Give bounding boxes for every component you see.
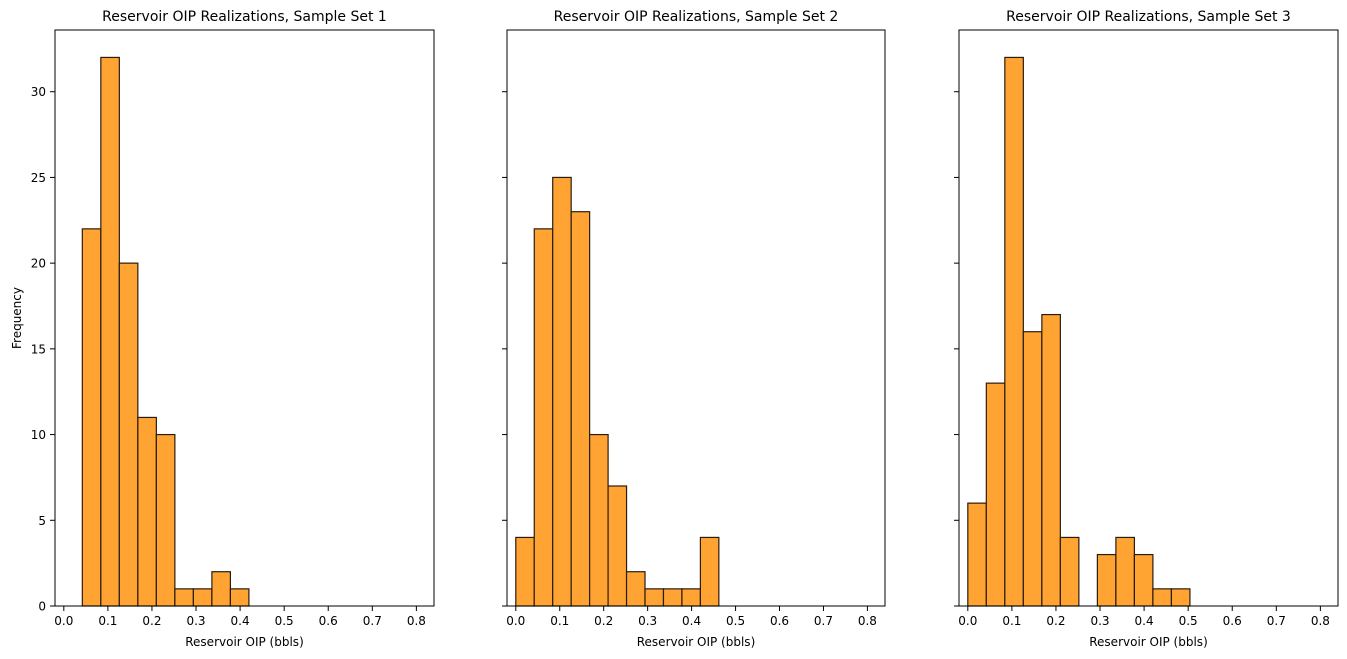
y-tick-label: 10 — [31, 428, 46, 442]
chart-title: Reservoir OIP Realizations, Sample Set 1 — [102, 9, 387, 25]
x-tick-label: 0.5 — [1179, 614, 1198, 628]
histogram-bar — [81, 228, 102, 607]
histogram-bar — [515, 536, 535, 607]
x-tick-label: 0.8 — [858, 614, 877, 628]
x-tick-label: 0.8 — [407, 614, 426, 628]
histogram-bar — [174, 588, 194, 607]
histogram-bar — [681, 588, 701, 607]
histogram-bar — [1004, 56, 1024, 607]
x-tick-label: 0.3 — [1090, 614, 1109, 628]
x-axis-label: Reservoir OIP (bbls) — [185, 635, 304, 649]
histogram-bar — [662, 588, 683, 607]
y-tick-label: 15 — [31, 342, 46, 356]
x-tick-label: 0.1 — [1002, 614, 1021, 628]
x-tick-label: 0.7 — [814, 614, 833, 628]
histogram-bar — [1022, 331, 1043, 607]
x-tick-label: 0.5 — [726, 614, 745, 628]
histogram-bar — [100, 56, 120, 607]
histogram-bar — [211, 571, 231, 607]
x-tick-label: 0.8 — [1311, 614, 1330, 628]
histogram-bar — [607, 485, 628, 607]
x-tick-label: 0.2 — [142, 614, 161, 628]
axes-frame — [54, 29, 435, 607]
histogram-bar — [1170, 588, 1191, 607]
x-tick-label: 0.5 — [275, 614, 294, 628]
x-tick-label: 0.1 — [98, 614, 117, 628]
histogram-bar — [137, 416, 157, 607]
histogram-bar — [1152, 588, 1173, 607]
histogram-bar — [699, 536, 720, 607]
x-tick-label: 0.0 — [958, 614, 977, 628]
y-tick-label: 20 — [31, 257, 46, 271]
x-tick-label: 0.3 — [186, 614, 205, 628]
x-tick-label: 0.2 — [594, 614, 613, 628]
y-axis-label: Frequency — [10, 287, 24, 349]
x-tick-label: 0.4 — [682, 614, 701, 628]
chart-title: Reservoir OIP Realizations, Sample Set 3 — [1006, 9, 1291, 25]
x-axis-label: Reservoir OIP (bbls) — [637, 635, 756, 649]
x-tick-label: 0.6 — [770, 614, 789, 628]
x-tick-label: 0.6 — [1223, 614, 1242, 628]
y-tick-label: 0 — [38, 600, 46, 614]
histogram-panel-1: 0.0 0.1 0.2 0.3 0.4 0.5 0.6 0.7 0.8 0 5 10 15 20 25 30 R… — [10, 9, 435, 649]
x-tick-label: 0.0 — [54, 614, 73, 628]
histogram-bar — [1041, 313, 1061, 607]
x-tick-label: 0.7 — [1267, 614, 1286, 628]
x-tick-label: 0.1 — [550, 614, 569, 628]
x-tick-label: 0.3 — [638, 614, 657, 628]
histogram-bar — [155, 433, 176, 607]
histogram-bar — [967, 502, 987, 607]
histogram-bar — [229, 588, 250, 607]
x-tick-label: 0.2 — [1046, 614, 1065, 628]
y-tick-label: 30 — [31, 85, 46, 99]
x-tick-label: 0.7 — [363, 614, 382, 628]
histogram-bar — [985, 382, 1006, 607]
axes-frame — [958, 29, 1339, 607]
histogram-bar — [118, 262, 139, 607]
histogram-bar — [1133, 553, 1154, 607]
histogram-bar — [1115, 536, 1135, 607]
histogram-bar — [552, 176, 572, 607]
histogram-bar — [1059, 536, 1080, 607]
y-tick-label: 25 — [31, 171, 46, 185]
histogram-bar — [644, 588, 665, 607]
histogram-bar — [1096, 553, 1117, 607]
x-axis-label: Reservoir OIP (bbls) — [1089, 635, 1208, 649]
chart-title: Reservoir OIP Realizations, Sample Set 2 — [554, 9, 839, 25]
x-tick-label: 0.4 — [231, 614, 250, 628]
histogram-bar — [192, 588, 213, 607]
histogram-bar — [589, 433, 609, 607]
x-tick-label: 0.4 — [1135, 614, 1154, 628]
histogram-bar — [625, 571, 646, 607]
axes-frame — [506, 29, 886, 607]
histogram-bar — [570, 211, 591, 607]
x-tick-label: 0.0 — [506, 614, 525, 628]
x-tick-label: 0.6 — [319, 614, 338, 628]
histogram-panel-2: 0.0 0.1 0.2 0.3 0.4 0.5 0.6 0.7 0.8 Reservoir OIP… — [502, 9, 886, 649]
y-tick-label: 5 — [38, 514, 46, 528]
histogram-bar — [533, 228, 554, 607]
histogram-panel-3: 0.0 0.1 0.2 0.3 0.4 0.5 0.6 0.7 0.8 Reservoir OIP… — [954, 9, 1339, 649]
